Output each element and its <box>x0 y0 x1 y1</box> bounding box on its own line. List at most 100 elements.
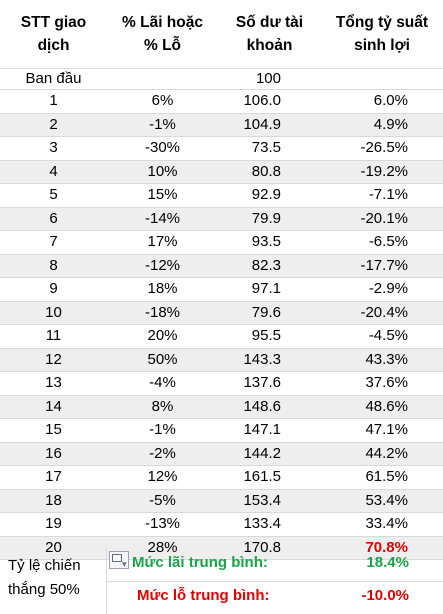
total-return-cell[interactable]: 4.9% <box>321 113 443 137</box>
profit-loss-percent-cell[interactable]: 17% <box>107 230 218 255</box>
profit-loss-percent-cell[interactable]: -12% <box>107 254 218 278</box>
results-table: STT giao dịch % Lãi hoặc% Lỗ Số dư tài kho… <box>0 0 443 560</box>
trade-number-cell[interactable]: 11 <box>0 324 107 349</box>
account-balance-cell[interactable]: 147.1 <box>218 418 321 443</box>
avg-loss-label: Mức lỗ trung bình: <box>137 587 270 604</box>
profit-loss-percent-cell[interactable]: -30% <box>107 136 218 161</box>
profit-loss-percent-cell[interactable]: 50% <box>107 348 218 372</box>
profit-loss-percent-cell[interactable]: 10% <box>107 160 218 184</box>
profit-loss-percent-cell[interactable]: 15% <box>107 183 218 208</box>
start-balance-cell[interactable]: 100 <box>218 68 321 90</box>
account-balance-cell[interactable]: 161.5 <box>218 465 321 490</box>
table-row: 10 -18% 79.6 -20.4% <box>0 301 443 325</box>
account-balance-cell[interactable]: 137.6 <box>218 371 321 396</box>
account-balance-cell[interactable]: 148.6 <box>218 395 321 419</box>
trade-number-cell[interactable]: 17 <box>0 465 107 490</box>
profit-loss-percent-cell[interactable]: 6% <box>107 89 218 114</box>
profit-loss-percent-cell[interactable]: 8% <box>107 395 218 419</box>
total-return-cell[interactable]: 53.4% <box>321 489 443 513</box>
win-rate-cell[interactable]: Tỷ lệ chiến thắng 50% <box>0 548 107 614</box>
trade-number-cell[interactable]: 15 <box>0 418 107 443</box>
account-balance-cell[interactable]: 106.0 <box>218 89 321 114</box>
trade-number-cell[interactable]: 7 <box>0 230 107 255</box>
account-balance-cell[interactable]: 93.5 <box>218 230 321 255</box>
trade-number-cell[interactable]: 6 <box>0 207 107 231</box>
account-balance-cell[interactable]: 92.9 <box>218 183 321 208</box>
account-balance-cell[interactable]: 79.6 <box>218 301 321 325</box>
account-balance-cell[interactable]: 153.4 <box>218 489 321 513</box>
trade-number-cell[interactable]: 4 <box>0 160 107 184</box>
trade-number-cell[interactable]: 8 <box>0 254 107 278</box>
profit-loss-percent-cell[interactable]: -1% <box>107 113 218 137</box>
account-balance-cell[interactable]: 144.2 <box>218 442 321 466</box>
account-balance-cell[interactable]: 143.3 <box>218 348 321 372</box>
profit-loss-percent-cell[interactable]: 20% <box>107 324 218 349</box>
total-return-cell[interactable]: -7.1% <box>321 183 443 208</box>
total-return-cell[interactable]: 33.4% <box>321 512 443 537</box>
trade-number-cell[interactable]: 13 <box>0 371 107 396</box>
avg-profit-row[interactable]: Mức lãi trung bình: 18.4% <box>107 548 443 582</box>
total-return-cell[interactable]: 48.6% <box>321 395 443 419</box>
trade-number-cell[interactable]: 1 <box>0 89 107 114</box>
table-row: 15 -1% 147.1 47.1% <box>0 418 443 443</box>
header-account-balance[interactable]: Số dư tài khoản <box>218 0 321 69</box>
trade-number-cell[interactable]: 12 <box>0 348 107 372</box>
table-row: 8 -12% 82.3 -17.7% <box>0 254 443 278</box>
profit-loss-percent-cell[interactable]: -5% <box>107 489 218 513</box>
trade-number-cell[interactable]: 10 <box>0 301 107 325</box>
start-empty-return-cell[interactable] <box>321 68 443 90</box>
account-balance-cell[interactable]: 95.5 <box>218 324 321 349</box>
profit-loss-percent-cell[interactable]: -13% <box>107 512 218 537</box>
account-balance-cell[interactable]: 80.8 <box>218 160 321 184</box>
total-return-cell[interactable]: -17.7% <box>321 254 443 278</box>
account-balance-cell[interactable]: 104.9 <box>218 113 321 137</box>
profit-loss-percent-cell[interactable]: -4% <box>107 371 218 396</box>
paste-options-icon[interactable]: ▾ <box>109 551 129 569</box>
table-row: 5 15% 92.9 -7.1% <box>0 183 443 208</box>
header-trade-number[interactable]: STT giao dịch <box>0 0 107 69</box>
total-return-cell[interactable]: 37.6% <box>321 371 443 396</box>
trade-number-cell[interactable]: 18 <box>0 489 107 513</box>
total-return-cell[interactable]: 70.8% <box>321 536 443 560</box>
avg-profit-value: 18.4% <box>366 554 409 571</box>
start-label-cell[interactable]: Ban đầu <box>0 68 107 90</box>
trade-number-cell[interactable]: 2 <box>0 113 107 137</box>
account-balance-cell[interactable]: 79.9 <box>218 207 321 231</box>
account-balance-cell[interactable]: 170.8 <box>218 536 321 560</box>
profit-loss-percent-cell[interactable]: -2% <box>107 442 218 466</box>
profit-loss-percent-cell[interactable]: 18% <box>107 277 218 302</box>
profit-loss-percent-cell[interactable]: 12% <box>107 465 218 490</box>
account-balance-cell[interactable]: 97.1 <box>218 277 321 302</box>
profit-loss-percent-cell[interactable]: -1% <box>107 418 218 443</box>
profit-loss-percent-cell[interactable]: -18% <box>107 301 218 325</box>
trade-number-cell[interactable]: 5 <box>0 183 107 208</box>
profit-loss-percent-cell[interactable]: -14% <box>107 207 218 231</box>
total-return-cell[interactable]: -26.5% <box>321 136 443 161</box>
account-balance-cell[interactable]: 73.5 <box>218 136 321 161</box>
total-return-cell[interactable]: 6.0% <box>321 89 443 114</box>
total-return-cell[interactable]: 61.5% <box>321 465 443 490</box>
account-balance-cell[interactable]: 82.3 <box>218 254 321 278</box>
total-return-cell[interactable]: -2.9% <box>321 277 443 302</box>
account-balance-cell[interactable]: 133.4 <box>218 512 321 537</box>
total-return-cell[interactable]: -20.1% <box>321 207 443 231</box>
header-profit-loss-percent[interactable]: % Lãi hoặc% Lỗ <box>107 0 218 69</box>
trade-number-cell[interactable]: 14 <box>0 395 107 419</box>
profit-loss-percent-cell[interactable]: 28% <box>107 536 218 560</box>
trade-number-cell[interactable]: 19 <box>0 512 107 537</box>
header-total-return[interactable]: Tổng tỷ suất sinh lợi <box>321 0 443 69</box>
trade-number-cell[interactable]: 16 <box>0 442 107 466</box>
total-return-cell[interactable]: -4.5% <box>321 324 443 349</box>
trade-number-cell[interactable]: 3 <box>0 136 107 161</box>
trade-number-cell[interactable]: 20 <box>0 536 107 560</box>
total-return-cell[interactable]: -20.4% <box>321 301 443 325</box>
total-return-cell[interactable]: 44.2% <box>321 442 443 466</box>
avg-loss-row[interactable]: Mức lỗ trung bình: -10.0% <box>107 581 443 614</box>
total-return-cell[interactable]: 47.1% <box>321 418 443 443</box>
trade-number-cell[interactable]: 9 <box>0 277 107 302</box>
header-row: STT giao dịch % Lãi hoặc% Lỗ Số dư tài kho… <box>0 0 443 69</box>
total-return-cell[interactable]: 43.3% <box>321 348 443 372</box>
total-return-cell[interactable]: -6.5% <box>321 230 443 255</box>
start-empty-cell[interactable] <box>107 68 218 90</box>
total-return-cell[interactable]: -19.2% <box>321 160 443 184</box>
